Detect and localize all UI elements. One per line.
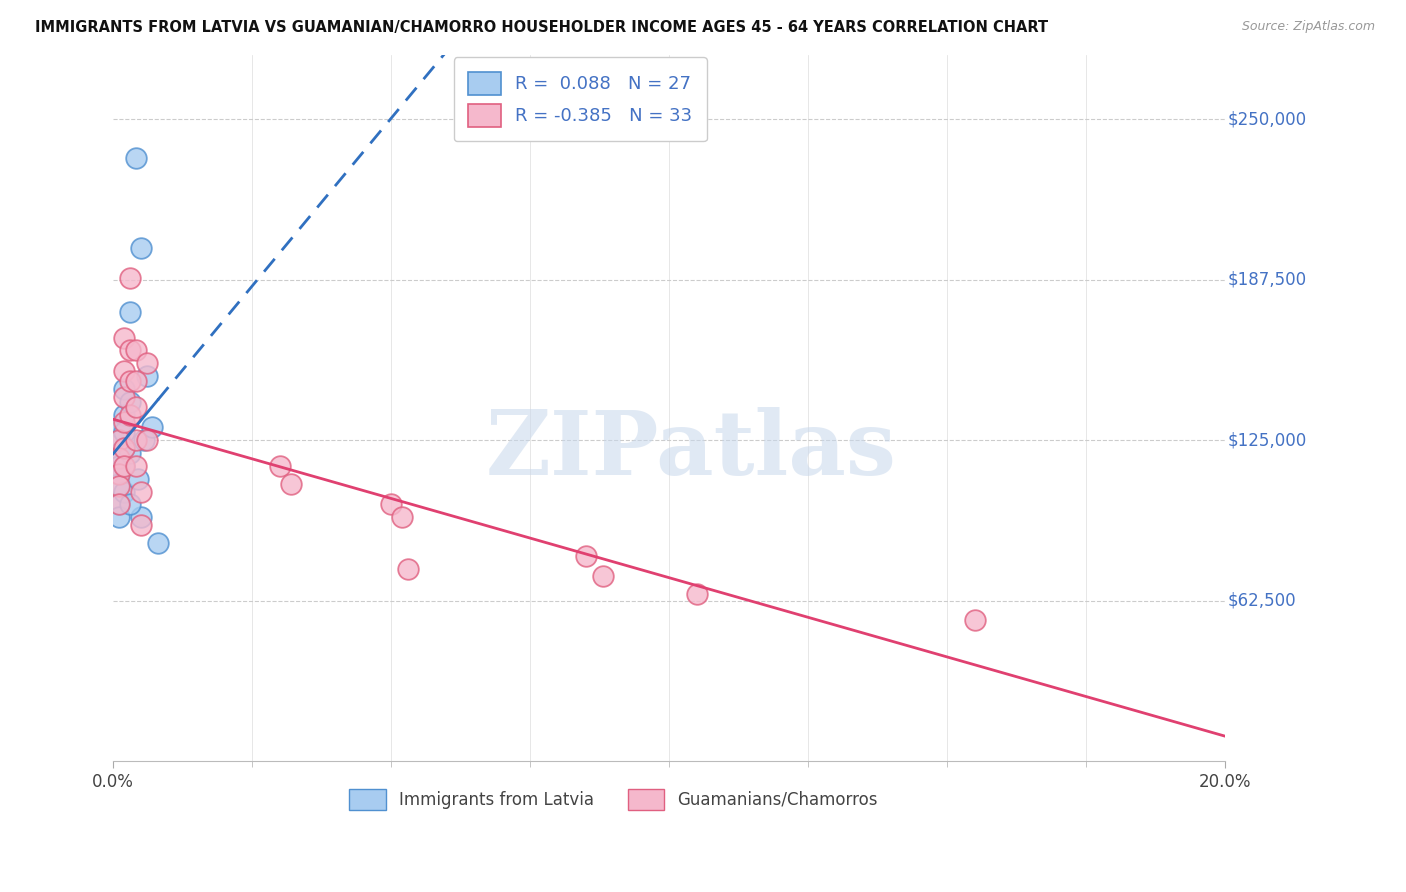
Point: [112, 458, 135, 473]
Point: [129, 484, 152, 499]
Point: [108, 433, 131, 447]
Point: [963, 613, 986, 627]
Point: [124, 374, 146, 388]
Point: [129, 510, 152, 524]
Point: [108, 510, 131, 524]
Point: [108, 479, 131, 493]
Point: [112, 441, 135, 455]
Point: [118, 305, 141, 319]
Point: [118, 394, 141, 409]
Point: [592, 569, 614, 583]
Text: $250,000: $250,000: [1227, 111, 1306, 128]
Point: [129, 517, 152, 532]
Point: [575, 549, 598, 563]
Point: [108, 458, 131, 473]
Point: [118, 497, 141, 511]
Text: ZIPatlas: ZIPatlas: [486, 407, 897, 494]
Point: [391, 510, 413, 524]
Point: [112, 330, 135, 344]
Point: [124, 433, 146, 447]
Point: [108, 467, 131, 481]
Text: IMMIGRANTS FROM LATVIA VS GUAMANIAN/CHAMORRO HOUSEHOLDER INCOME AGES 45 - 64 YEA: IMMIGRANTS FROM LATVIA VS GUAMANIAN/CHAM…: [35, 20, 1049, 35]
Point: [108, 433, 131, 447]
Text: Source: ZipAtlas.com: Source: ZipAtlas.com: [1241, 20, 1375, 33]
Point: [135, 369, 157, 384]
Text: $187,500: $187,500: [1227, 271, 1306, 289]
Point: [108, 454, 131, 468]
Point: [124, 458, 146, 473]
Point: [108, 476, 131, 491]
Point: [380, 497, 402, 511]
Text: $125,000: $125,000: [1227, 431, 1306, 450]
Point: [135, 433, 157, 447]
Point: [124, 400, 146, 414]
Point: [112, 390, 135, 404]
Point: [108, 497, 131, 511]
Legend: Immigrants from Latvia, Guamanians/Chamorros: Immigrants from Latvia, Guamanians/Chamo…: [343, 782, 884, 816]
Point: [112, 441, 135, 455]
Point: [141, 420, 163, 434]
Point: [112, 484, 135, 499]
Point: [112, 408, 135, 422]
Point: [108, 497, 131, 511]
Point: [112, 415, 135, 429]
Point: [118, 374, 141, 388]
Point: [124, 151, 146, 165]
Point: [112, 364, 135, 378]
Point: [108, 420, 131, 434]
Point: [118, 408, 141, 422]
Point: [108, 451, 131, 466]
Point: [108, 446, 131, 460]
Point: [135, 356, 157, 370]
Point: [127, 472, 149, 486]
Point: [112, 425, 135, 440]
Point: [124, 343, 146, 358]
Point: [269, 458, 291, 473]
Point: [118, 446, 141, 460]
Point: [146, 536, 169, 550]
Point: [396, 561, 419, 575]
Point: [118, 271, 141, 285]
Point: [129, 241, 152, 255]
Point: [112, 382, 135, 396]
Point: [108, 467, 131, 481]
Point: [132, 433, 155, 447]
Point: [118, 343, 141, 358]
Point: [280, 476, 302, 491]
Text: $62,500: $62,500: [1227, 591, 1296, 609]
Point: [112, 458, 135, 473]
Point: [686, 587, 709, 601]
